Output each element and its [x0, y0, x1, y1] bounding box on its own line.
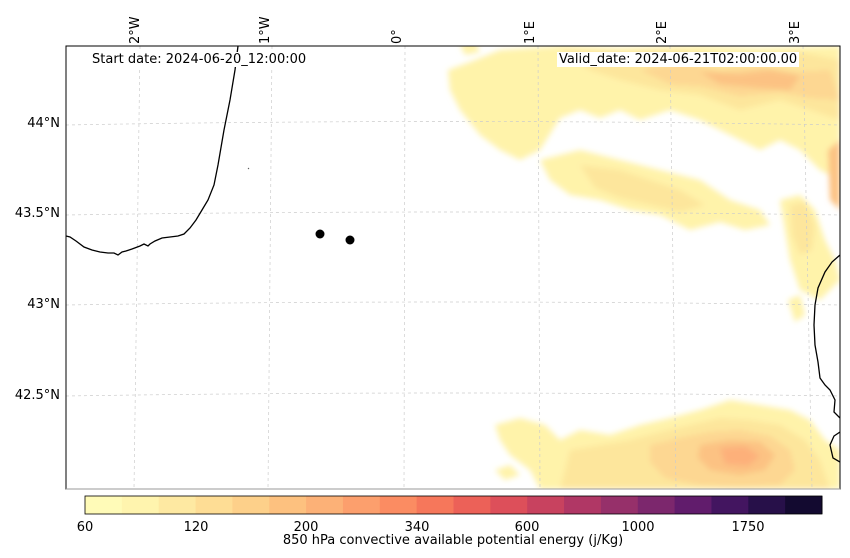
colorbar-segment [527, 496, 565, 514]
colorbar-segment [121, 496, 160, 514]
cape-field-northeast [448, 46, 840, 322]
colorbar-segment [674, 496, 712, 514]
colorbar-segment [195, 496, 233, 514]
colorbar-segment [342, 496, 381, 514]
colorbar-border [84, 495, 823, 515]
lon-label-1w: 1°W [258, 16, 273, 44]
colorbar-tick-1000: 1000 [621, 520, 655, 535]
lat-label-43-5: 43.5°N [14, 206, 60, 221]
cape-field-south [495, 400, 840, 489]
coastline [66, 46, 840, 463]
lon-label-2w: 2°W [128, 16, 143, 44]
lon-label-1e: 1°E [523, 21, 538, 44]
colorbar-segment [564, 496, 602, 514]
lat-label-42-5: 42.5°N [14, 388, 60, 403]
colorbar-segment [306, 496, 344, 514]
valid-date-label: Valid_date: 2024-06-21T02:00:00.00 [557, 52, 800, 67]
lon-label-0: 0° [390, 29, 405, 44]
lat-label-43: 43°N [27, 297, 60, 312]
colorbar-segment [269, 496, 307, 514]
colorbar-title: 850 hPa convective available potential e… [282, 533, 624, 548]
colorbar-segment [600, 496, 639, 514]
colorbar [84, 495, 823, 515]
colorbar-segment [453, 496, 491, 514]
colorbar-segment [711, 496, 749, 514]
colorbar-segment [232, 496, 270, 514]
colorbar-tick-340: 340 [404, 520, 430, 535]
colorbar-tick-1750: 1750 [731, 520, 765, 535]
coast-islet-1 [247, 167, 250, 170]
colorbar-segment [637, 496, 676, 514]
colorbar-tick-200: 200 [293, 520, 319, 535]
colorbar-segment [490, 496, 528, 514]
colorbar-tick-120: 120 [183, 520, 209, 535]
colorbar-segment [785, 496, 823, 514]
graticule [66, 46, 840, 489]
station-point-2 [345, 235, 355, 245]
colorbar-segment [158, 496, 197, 514]
lon-label-3e: 3°E [788, 21, 803, 44]
colorbar-segment [748, 496, 786, 514]
station-point-1 [315, 229, 325, 239]
colorbar-tick-600: 600 [514, 520, 540, 535]
start-date-label: Start date: 2024-06-20_12:00:00 [90, 52, 309, 67]
colorbar-segment [85, 496, 123, 514]
colorbar-tick-60: 60 [76, 520, 94, 535]
colorbar-segment [416, 496, 454, 514]
lat-label-44: 44°N [27, 116, 60, 131]
colorbar-segment [379, 496, 418, 514]
lon-label-2e: 2°E [655, 21, 670, 44]
